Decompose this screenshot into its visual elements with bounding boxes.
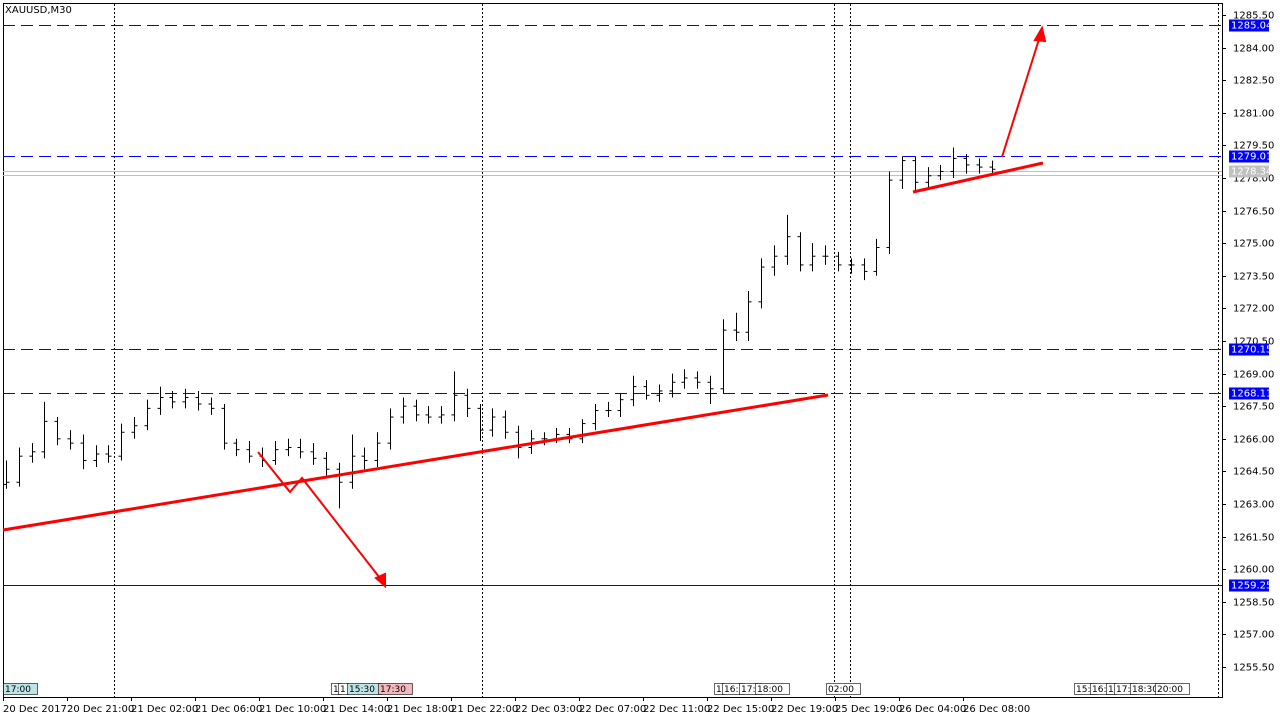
time-marker: 15:30 xyxy=(349,685,375,695)
x-tick-label: 26 Dec 04:00 xyxy=(899,704,966,715)
chart-title: XAUUSD,M30 xyxy=(5,5,72,16)
y-tick-label: 1264.50 xyxy=(1233,467,1274,478)
y-tick-label: 1261.50 xyxy=(1233,533,1274,544)
arrow-head xyxy=(374,572,386,589)
x-tick-label: 20 Dec 21:00 xyxy=(67,704,134,715)
y-tick-label: 1279.50 xyxy=(1233,141,1274,152)
x-tick-label: 21 Dec 22:00 xyxy=(451,704,518,715)
y-tick-label: 1257.00 xyxy=(1233,630,1274,641)
y-tick-label: 1278.00 xyxy=(1233,174,1274,185)
x-tick-label: 21 Dec 10:00 xyxy=(259,704,326,715)
y-tick-label: 1270.50 xyxy=(1233,337,1274,348)
y-tick-label: 1284.00 xyxy=(1233,44,1274,55)
axes: 1285.50 1284.00 1282.50 1281.00 1279.50 1278.… xyxy=(3,11,1274,715)
arrow-head xyxy=(1033,25,1047,43)
y-tick-label: 1260.00 xyxy=(1233,565,1274,576)
time-marker: 16: xyxy=(1092,685,1106,695)
level-label: 1259.25 xyxy=(1231,581,1272,592)
y-tick-label: 1258.50 xyxy=(1233,598,1274,609)
annotations xyxy=(2,161,1044,532)
level-label-box xyxy=(1229,19,1269,32)
y-tick-label: 1273.50 xyxy=(1233,272,1274,283)
arrow-up xyxy=(1001,35,1041,158)
time-marker-box xyxy=(3,683,38,695)
levels xyxy=(3,25,1222,586)
level-label: 1270.15 xyxy=(1231,345,1272,356)
trendline xyxy=(912,161,1044,194)
level-label-box xyxy=(1229,150,1269,163)
x-tick-label: 21 Dec 18:00 xyxy=(387,704,454,715)
y-tick-label: 1255.50 xyxy=(1233,663,1274,674)
time-marker: 17:30 xyxy=(380,685,406,695)
x-tick-label: 22 Dec 11:00 xyxy=(643,704,710,715)
level-label-box xyxy=(1229,343,1269,356)
x-tick-label: 22 Dec 03:00 xyxy=(515,704,582,715)
arrows xyxy=(257,25,1047,589)
y-tick-label: 1272.00 xyxy=(1233,304,1274,315)
y-tick-label: 1276.50 xyxy=(1233,207,1274,218)
time-marker: 1 xyxy=(1108,685,1114,695)
arrow-down xyxy=(257,451,384,583)
bars xyxy=(3,147,996,509)
level-label-box xyxy=(1229,165,1269,178)
time-marker: 18:00 xyxy=(757,685,783,695)
y-tick-label: 1275.00 xyxy=(1233,239,1274,250)
y-tick-label: 1282.50 xyxy=(1233,76,1274,87)
y-tick-label: 1266.00 xyxy=(1233,435,1274,446)
x-tick-label: 22 Dec 19:00 xyxy=(771,704,838,715)
y-tick-label: 1285.50 xyxy=(1233,11,1274,22)
plot-frame xyxy=(3,3,1223,698)
time-marker-box xyxy=(755,683,790,695)
time-marker: 1 xyxy=(716,685,722,695)
x-tick-label: 22 Dec 07:00 xyxy=(579,704,646,715)
y-tick-label: 1281.00 xyxy=(1233,109,1274,120)
x-tick-label: 21 Dec 02:00 xyxy=(131,704,198,715)
y-tick-label: 1267.50 xyxy=(1233,402,1274,413)
time-marker: 02:00 xyxy=(828,685,854,695)
x-tick-label: 21 Dec 06:00 xyxy=(195,704,262,715)
time-marker: 17: xyxy=(1116,685,1130,695)
level-label-box xyxy=(1229,387,1269,400)
trendline xyxy=(2,393,829,532)
y-tick-label: 1269.00 xyxy=(1233,370,1274,381)
level-label: 1278.34 xyxy=(1231,167,1272,178)
time-marker: 20:00 xyxy=(1157,685,1183,695)
level-label-box xyxy=(1229,579,1269,592)
time-marker-box xyxy=(378,683,413,695)
period-separators xyxy=(114,4,1219,697)
time-marker: 18:30 xyxy=(1132,685,1158,695)
x-tick-label: 22 Dec 15:00 xyxy=(707,704,774,715)
time-marker-box xyxy=(826,683,861,695)
x-tick-label: 25 Dec 19:00 xyxy=(835,704,902,715)
time-marker: 16: xyxy=(724,685,738,695)
level-label: 1279.01 xyxy=(1231,152,1272,163)
x-tick-label: 26 Dec 08:00 xyxy=(963,704,1030,715)
time-marker: 1 xyxy=(340,685,346,695)
x-tick-label: 20 Dec 2017 xyxy=(3,704,67,715)
level-label: 1285.04 xyxy=(1231,21,1272,32)
time-marker: 17:00 xyxy=(5,685,31,695)
level-label: 1268.11 xyxy=(1231,389,1272,400)
time-marker-box xyxy=(1155,683,1190,695)
time-marker: 17: xyxy=(741,685,755,695)
time-marker: 1 xyxy=(333,685,339,695)
y-tick-label: 1263.00 xyxy=(1233,500,1274,511)
x-tick-label: 21 Dec 14:00 xyxy=(323,704,390,715)
time-marker: 15: xyxy=(1076,685,1090,695)
